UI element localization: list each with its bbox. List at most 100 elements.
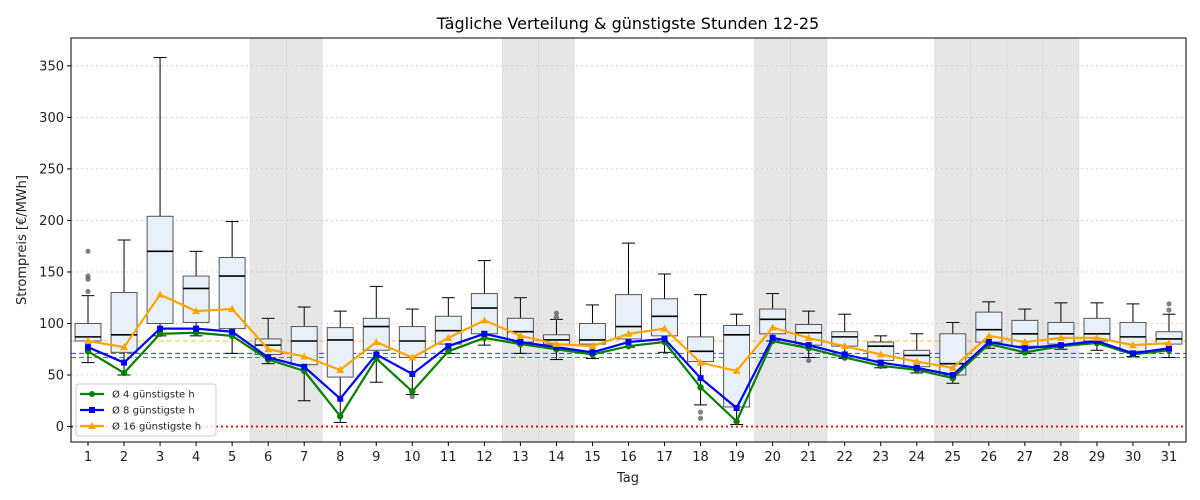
- weekend-shade-day-13: [502, 37, 539, 443]
- legend-label-s8: Ø 8 günstigste h: [112, 405, 195, 417]
- series-point-s8: [841, 351, 848, 358]
- series-point-s16: [804, 333, 813, 341]
- series-point-s4: [733, 418, 740, 425]
- series-point-s16: [732, 366, 741, 374]
- series-point-s8: [1166, 345, 1172, 352]
- box-day-29: [1083, 302, 1111, 351]
- x-tick-label: 17: [656, 450, 673, 465]
- x-axis-label: Tag: [616, 471, 639, 486]
- series-point-s16: [588, 342, 597, 350]
- series-point-s16: [624, 329, 633, 337]
- box-day-17: [651, 273, 679, 353]
- series-point-s8: [1057, 342, 1064, 349]
- series-point-s8: [445, 343, 452, 350]
- box-iqr: [110, 292, 138, 353]
- series-point-s8: [913, 364, 920, 371]
- chart-title: Tägliche Verteilung & günstigste Stunden…: [436, 14, 819, 33]
- series-point-s8: [769, 334, 776, 341]
- series-point-s8: [229, 328, 236, 335]
- x-tick-label: 22: [836, 450, 853, 465]
- series-point-s8: [661, 335, 668, 342]
- y-tick-label: 200: [39, 214, 64, 229]
- series-point-s16: [156, 290, 165, 298]
- series-point-s8: [1129, 350, 1136, 357]
- x-tick-label: 30: [1125, 450, 1142, 465]
- series-point-s8: [337, 395, 344, 402]
- series-point-s8: [409, 370, 416, 377]
- box-iqr: [218, 257, 246, 330]
- box-iqr: [182, 275, 210, 323]
- x-tick-label: 28: [1053, 450, 1070, 465]
- series-point-s8: [481, 330, 488, 337]
- x-tick-label: 16: [620, 450, 637, 465]
- series-point-s16: [876, 350, 885, 358]
- series-point-s16: [1056, 333, 1065, 341]
- series-point-s16: [120, 343, 129, 351]
- x-tick-label: 3: [156, 450, 164, 465]
- legend-box: [75, 383, 217, 437]
- y-tick-label: 0: [56, 420, 64, 435]
- x-tick-label: 24: [908, 450, 925, 465]
- x-tick-label: 5: [228, 450, 236, 465]
- box-iqr: [146, 215, 174, 324]
- series-point-s8: [1021, 345, 1028, 352]
- flier-point: [553, 314, 560, 320]
- x-tick-label: 13: [512, 450, 529, 465]
- x-tick-label: 7: [300, 450, 308, 465]
- flier-point: [85, 288, 91, 295]
- series-point-s8: [805, 342, 812, 349]
- box-day-15: [578, 304, 606, 360]
- series-point-s16: [192, 307, 201, 315]
- x-tick-label: 10: [404, 450, 421, 465]
- box-iqr: [578, 322, 606, 345]
- legend-marker-s16: [88, 422, 96, 429]
- x-tick-label: 23: [872, 450, 889, 465]
- flier-point: [553, 310, 560, 316]
- y-axis-label: Strompreis [€/MWh]: [15, 175, 30, 305]
- series-point-s16: [552, 340, 561, 348]
- series-point-s8: [589, 349, 596, 356]
- series-point-s16: [948, 363, 957, 371]
- weekend-shade-day-20: [754, 37, 791, 443]
- x-tick-label: 25: [945, 450, 962, 465]
- weekend-shade-day-21: [790, 37, 827, 443]
- box-day-31: [1155, 301, 1183, 358]
- flier-point: [85, 248, 91, 254]
- legend-label-s4: Ø 4 günstigste h: [112, 389, 195, 401]
- weekend-shade-day-14: [538, 37, 575, 443]
- series-point-s16: [984, 331, 993, 339]
- series-point-s16: [840, 342, 849, 350]
- x-tick-label: 21: [800, 450, 817, 465]
- box-day-1: [74, 248, 102, 364]
- series-point-s16: [516, 331, 525, 339]
- series-point-s8: [625, 339, 632, 346]
- series-point-s16: [480, 316, 489, 324]
- weekend-shade-day-28: [1042, 37, 1080, 443]
- box-iqr: [687, 336, 715, 363]
- box-day-2: [110, 239, 138, 376]
- x-tick-label: 14: [548, 450, 565, 465]
- x-tick-label: 15: [584, 450, 601, 465]
- x-tick-label: 6: [264, 450, 272, 465]
- x-tick-label: 29: [1089, 450, 1106, 465]
- flier-point: [806, 357, 812, 364]
- x-tick-label: 9: [372, 450, 380, 465]
- series-point-s8: [697, 375, 704, 382]
- x-tick-label: 26: [981, 450, 998, 465]
- flier-point: [697, 409, 704, 415]
- series-point-s8: [373, 351, 380, 358]
- x-tick-label: 11: [440, 450, 457, 465]
- series-point-s8: [265, 354, 272, 361]
- series-point-s16: [660, 324, 669, 332]
- series-point-s16: [300, 352, 309, 360]
- series-point-s16: [84, 337, 92, 344]
- box-iqr: [470, 293, 498, 335]
- y-tick-label: 100: [39, 317, 64, 332]
- x-tick-label: 18: [692, 450, 709, 465]
- weekend-shade-day-27: [1006, 37, 1044, 443]
- x-tick-label: 1: [84, 450, 92, 465]
- series-point-s8: [157, 325, 164, 332]
- series-point-s16: [768, 323, 777, 331]
